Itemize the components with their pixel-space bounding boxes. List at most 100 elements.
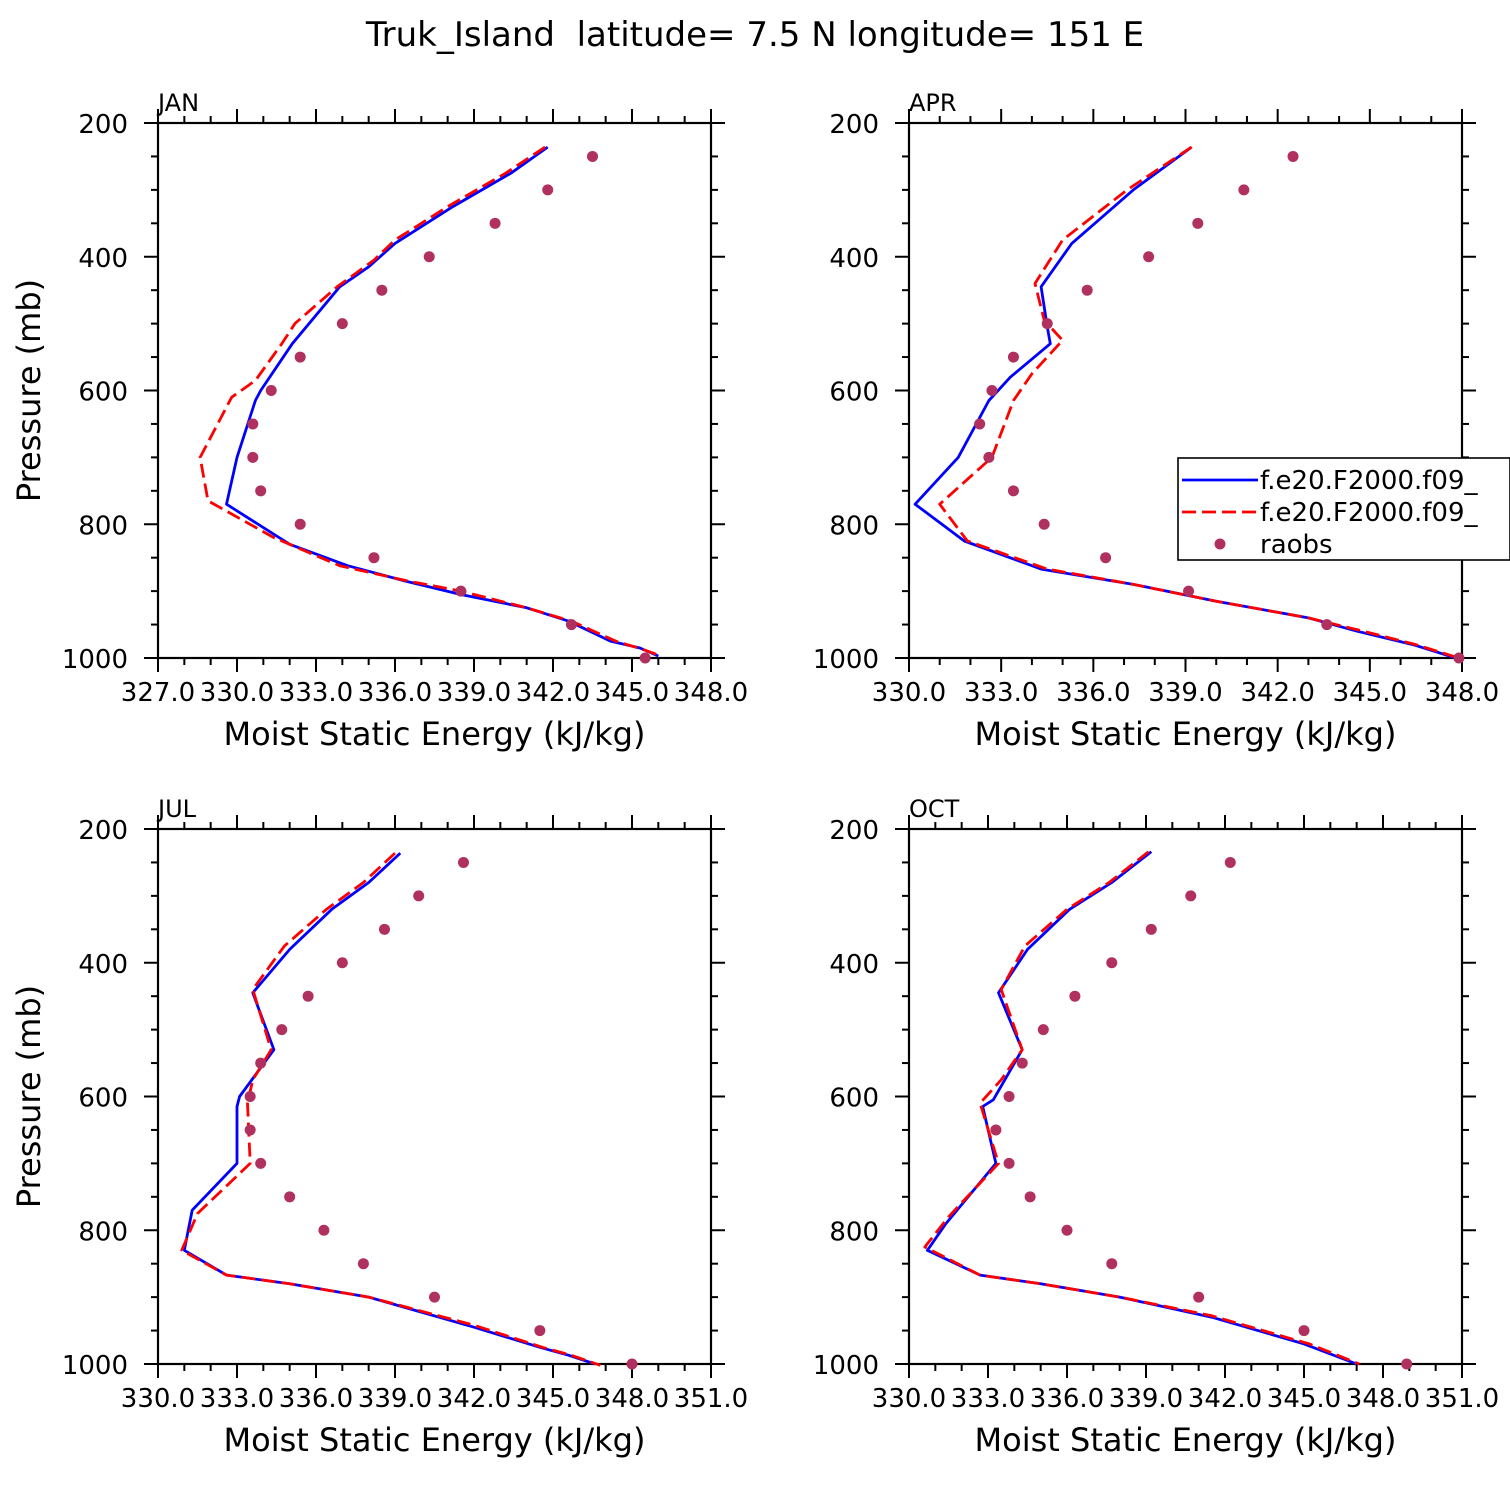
raobs-point xyxy=(294,351,306,363)
raobs-point xyxy=(1224,856,1236,868)
x-tick-label: 336.0 xyxy=(1030,1384,1104,1414)
x-tick-label: 330.0 xyxy=(200,678,274,708)
raobs-point xyxy=(639,652,651,664)
raobs-point xyxy=(1007,485,1019,497)
raobs-point xyxy=(1041,318,1053,330)
series-line-solid xyxy=(913,145,1457,660)
raobs-point xyxy=(1038,518,1050,530)
x-tick-label: 345.0 xyxy=(595,678,669,708)
raobs-point xyxy=(1193,1291,1205,1303)
raobs-point xyxy=(1016,1057,1028,1069)
raobs-point xyxy=(336,957,348,969)
raobs-point xyxy=(1238,184,1250,196)
raobs-point xyxy=(974,418,986,430)
x-tick-label: 348.0 xyxy=(595,1384,669,1414)
x-tick-label: 330.0 xyxy=(872,1384,946,1414)
y-tick-label: 600 xyxy=(78,378,128,408)
legend-marker xyxy=(1214,538,1226,550)
raobs-point xyxy=(247,451,259,463)
x-tick-label: 342.0 xyxy=(516,678,590,708)
x-tick-label: 336.0 xyxy=(1056,678,1130,708)
raobs-point xyxy=(1037,1024,1049,1036)
plot-frame xyxy=(156,121,713,660)
x-tick-label: 333.0 xyxy=(951,1384,1025,1414)
raobs-point xyxy=(1453,652,1465,664)
raobs-point xyxy=(255,485,267,497)
axis-ticks xyxy=(895,815,1476,1378)
x-axis-label: Moist Static Energy (kJ/kg) xyxy=(224,1421,646,1459)
y-axis-label: Pressure (mb) xyxy=(10,985,48,1208)
y-tick-label: 600 xyxy=(829,378,879,408)
series-line-solid xyxy=(926,850,1358,1366)
x-tick-label: 345.0 xyxy=(1333,678,1407,708)
y-tick-label: 400 xyxy=(78,950,128,980)
figure-title: Truk_Island latitude= 7.5 N longitude= 1… xyxy=(365,15,1144,55)
raobs-point xyxy=(302,990,314,1002)
raobs-point xyxy=(368,552,380,564)
raobs-point xyxy=(1106,1258,1118,1270)
raobs-point xyxy=(255,1057,267,1069)
raobs-point xyxy=(1081,284,1093,296)
legend-entry: raobs xyxy=(1260,530,1333,560)
raobs-point xyxy=(276,1024,288,1036)
x-tick-label: 348.0 xyxy=(674,678,748,708)
y-tick-label: 400 xyxy=(829,244,879,274)
y-tick-label: 600 xyxy=(78,1084,128,1114)
series-line-solid xyxy=(182,852,596,1366)
raobs-point xyxy=(1069,990,1081,1002)
raobs-point xyxy=(990,1124,1002,1136)
raobs-point xyxy=(1185,890,1197,902)
x-tick-label: 339.0 xyxy=(358,1384,432,1414)
legend-entry: f.e20.F2000.f09_ xyxy=(1260,466,1478,496)
series-line-dashed xyxy=(938,145,1460,660)
y-tick-label: 400 xyxy=(78,244,128,274)
raobs-point xyxy=(983,451,995,463)
raobs-point xyxy=(1143,251,1155,263)
x-tick-label: 348.0 xyxy=(1346,1384,1420,1414)
raobs-point xyxy=(1287,150,1299,162)
raobs-point xyxy=(255,1157,267,1169)
x-tick-label: 351.0 xyxy=(1425,1384,1499,1414)
y-tick-label: 200 xyxy=(78,816,128,846)
x-axis-label: Moist Static Energy (kJ/kg) xyxy=(975,1421,1397,1459)
y-tick-label: 200 xyxy=(829,816,879,846)
raobs-point xyxy=(1024,1191,1036,1203)
x-axis-label: Moist Static Energy (kJ/kg) xyxy=(975,715,1397,753)
raobs-point xyxy=(244,1091,256,1102)
raobs-point xyxy=(413,890,425,902)
series-line-dashed xyxy=(923,850,1360,1366)
x-tick-label: 345.0 xyxy=(516,1384,590,1414)
x-tick-label: 342.0 xyxy=(1240,678,1314,708)
y-tick-label: 1000 xyxy=(813,645,879,675)
x-tick-label: 339.0 xyxy=(437,678,511,708)
y-tick-label: 800 xyxy=(78,1217,128,1247)
x-tick-label: 333.0 xyxy=(279,678,353,708)
raobs-point xyxy=(336,318,348,330)
raobs-point xyxy=(318,1224,330,1236)
y-axis-label: Pressure (mb) xyxy=(10,279,48,502)
y-tick-label: 1000 xyxy=(62,1351,128,1381)
raobs-point xyxy=(1061,1224,1073,1236)
raobs-point xyxy=(244,1124,256,1136)
raobs-point xyxy=(1401,1358,1413,1370)
x-tick-label: 339.0 xyxy=(1109,1384,1183,1414)
raobs-point xyxy=(587,150,598,162)
raobs-point xyxy=(489,217,501,229)
raobs-point xyxy=(1183,585,1195,597)
raobs-point xyxy=(423,251,435,263)
x-tick-label: 333.0 xyxy=(964,678,1038,708)
y-tick-label: 400 xyxy=(829,950,879,980)
y-tick-label: 800 xyxy=(78,511,128,541)
x-tick-label: 330.0 xyxy=(121,1384,195,1414)
legend-box xyxy=(1177,457,1510,561)
y-tick-label: 1000 xyxy=(62,645,128,675)
y-tick-label: 200 xyxy=(829,110,879,140)
x-tick-label: 348.0 xyxy=(1425,678,1499,708)
raobs-point xyxy=(565,619,577,631)
